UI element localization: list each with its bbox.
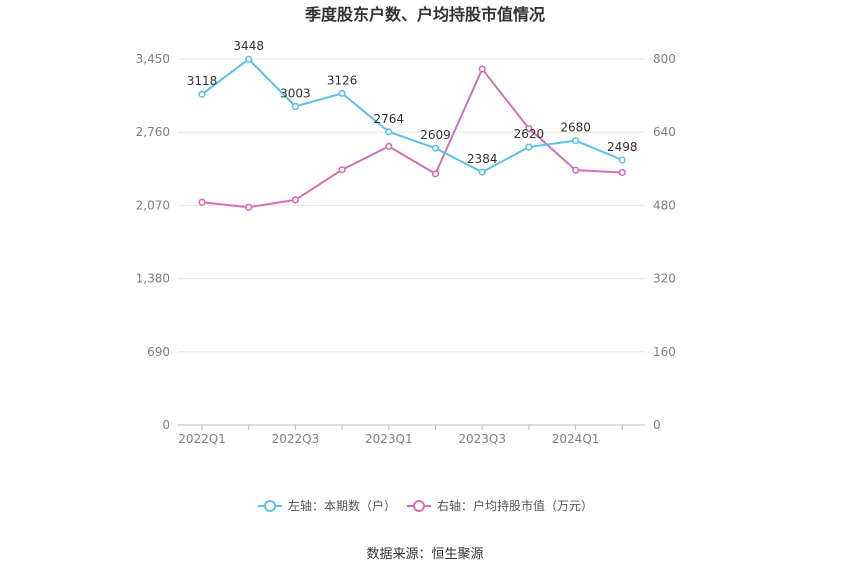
grid bbox=[178, 58, 645, 426]
x-axis: 2022Q1 2022Q3 2023Q1 2023Q3 2024Q1 bbox=[178, 425, 623, 446]
data-point bbox=[338, 89, 346, 97]
data-point bbox=[245, 55, 253, 63]
data-point bbox=[478, 168, 486, 176]
data-label: 2609 bbox=[420, 128, 451, 142]
legend-item-right[interactable]: 右轴：户均持股市值（万元） bbox=[407, 498, 593, 513]
x-tick-label: 2022Q3 bbox=[272, 432, 320, 446]
x-tick-label: 2023Q1 bbox=[365, 432, 413, 446]
chart-title: 季度股东户数、户均持股市值情况 bbox=[304, 5, 545, 24]
right-tick-label: 640 bbox=[653, 125, 676, 139]
data-label: 2764 bbox=[374, 112, 405, 126]
left-tick-label: 690 bbox=[147, 345, 170, 359]
legend-marker-left bbox=[264, 500, 276, 512]
data-point bbox=[291, 196, 300, 204]
legend-item-left[interactable]: 左轴：本期数（户） bbox=[258, 498, 396, 513]
data-point bbox=[385, 128, 393, 136]
right-tick-label: 0 bbox=[653, 418, 661, 432]
x-tick-label: 2024Q1 bbox=[552, 432, 600, 446]
left-tick-label: 3,450 bbox=[136, 52, 170, 66]
x-tick-label: 2023Q3 bbox=[458, 432, 506, 446]
data-point bbox=[618, 156, 626, 164]
legend-marker-right bbox=[413, 500, 425, 512]
data-point bbox=[525, 124, 533, 133]
data-label: 3003 bbox=[280, 86, 311, 100]
series-layer: 3118 3448 3003 3126 2764 2609 2384 2620 2680 2498 bbox=[187, 39, 638, 211]
left-tick-label: 1,380 bbox=[136, 272, 170, 286]
left-tick-label: 2,070 bbox=[136, 198, 170, 212]
data-point bbox=[291, 102, 300, 111]
right-tick-label: 480 bbox=[653, 198, 676, 212]
data-label: 2384 bbox=[467, 152, 498, 166]
data-point bbox=[385, 142, 393, 150]
data-point bbox=[571, 137, 580, 145]
data-label: 2680 bbox=[560, 121, 591, 135]
series-left: 3118 3448 3003 3126 2764 2609 2384 2620 2680 2498 bbox=[187, 39, 638, 176]
data-point bbox=[571, 166, 580, 174]
series-right bbox=[198, 65, 626, 211]
series-line-right bbox=[201, 68, 623, 209]
data-point bbox=[245, 203, 253, 211]
legend[interactable]: 左轴：本期数（户） 右轴：户均持股市值（万元） bbox=[258, 498, 593, 513]
left-axis: 0 690 1,380 2,070 2,760 3,450 bbox=[136, 52, 170, 432]
data-point bbox=[478, 65, 486, 73]
data-point bbox=[431, 144, 440, 152]
series-line-left bbox=[201, 58, 623, 174]
right-tick-label: 320 bbox=[653, 272, 676, 286]
data-label: 2498 bbox=[607, 140, 638, 154]
data-label: 3118 bbox=[187, 74, 218, 88]
left-tick-label: 0 bbox=[162, 418, 170, 432]
data-point bbox=[198, 198, 206, 206]
source-note: 数据来源：恒生聚源 bbox=[366, 547, 483, 562]
data-point bbox=[525, 143, 533, 151]
legend-label-left: 左轴：本期数（户） bbox=[288, 498, 396, 513]
x-tick-label: 2022Q1 bbox=[178, 432, 226, 446]
data-point bbox=[618, 168, 626, 177]
data-point bbox=[431, 170, 440, 178]
data-label: 3126 bbox=[327, 73, 358, 87]
data-label: 3448 bbox=[233, 39, 264, 53]
data-point bbox=[338, 166, 346, 174]
legend-label-right: 右轴：户均持股市值（万元） bbox=[437, 498, 593, 513]
right-tick-label: 160 bbox=[653, 345, 676, 359]
right-axis: 0 160 320 480 640 800 bbox=[653, 52, 676, 432]
data-label: 2620 bbox=[514, 127, 545, 141]
data-point bbox=[198, 90, 206, 98]
right-tick-label: 800 bbox=[653, 52, 676, 66]
left-tick-label: 2,760 bbox=[136, 125, 170, 139]
